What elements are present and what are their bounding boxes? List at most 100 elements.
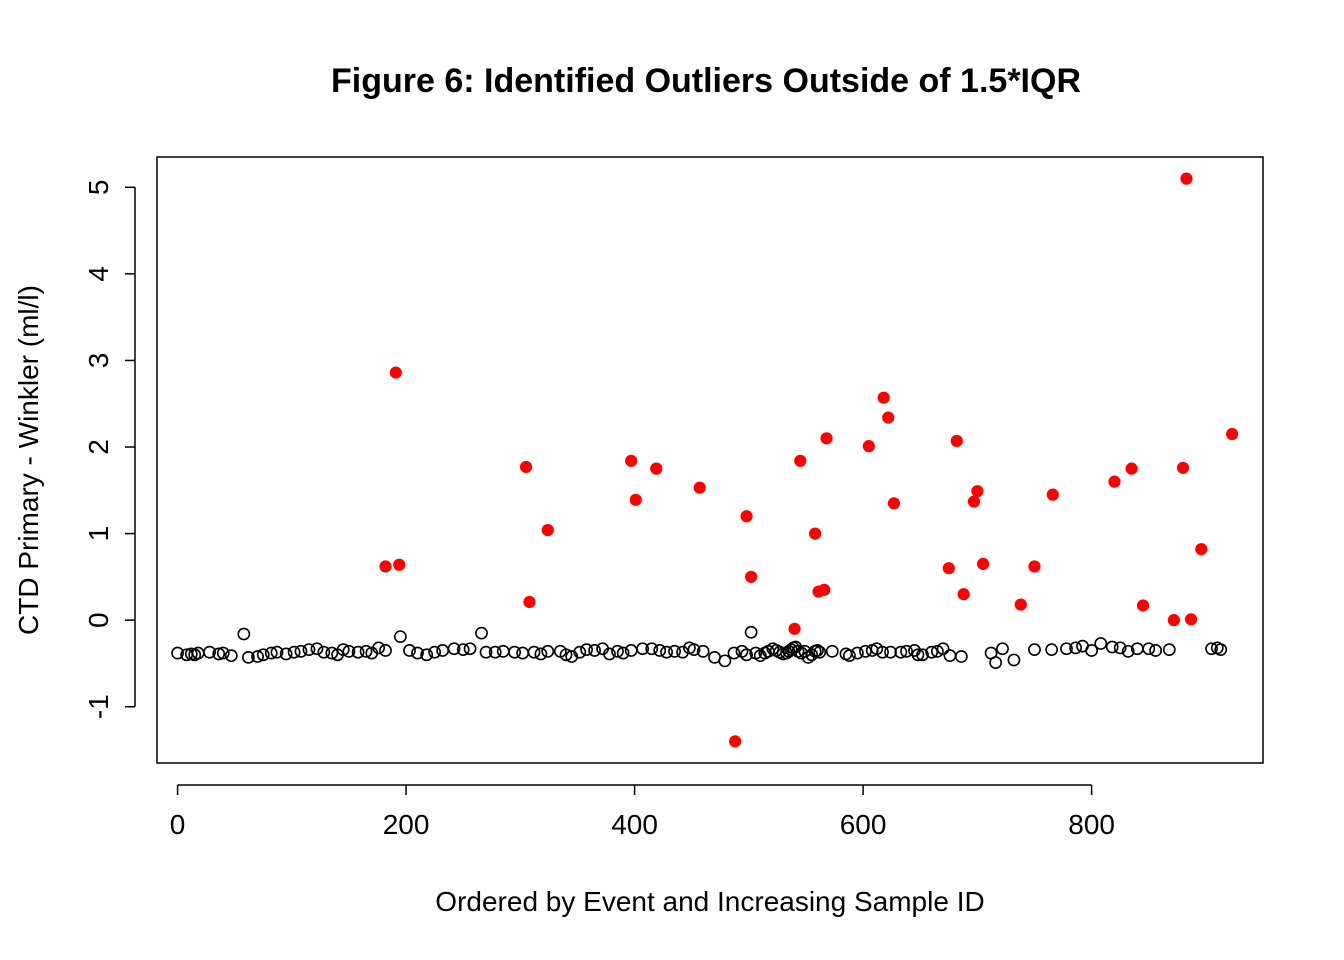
data-point	[270, 645, 284, 659]
data-point	[668, 644, 681, 658]
x-axis-label: Ordered by Event and Increasing Sample I…	[435, 886, 984, 917]
data-point	[900, 644, 913, 658]
data-point	[996, 642, 1009, 656]
data-point	[573, 645, 587, 659]
outlier-point	[942, 562, 955, 575]
data-point	[925, 645, 939, 659]
outlier-point	[523, 595, 536, 609]
x-tick-label: 400	[611, 809, 658, 840]
outlier-point	[820, 432, 833, 445]
data-point	[336, 643, 350, 656]
data-point	[447, 642, 461, 656]
outlier-point	[389, 366, 402, 379]
data-point	[496, 644, 510, 658]
data-point	[191, 646, 205, 660]
y-axis: -1 0 1 2 3 4 5	[83, 180, 136, 719]
data-point	[911, 648, 925, 662]
x-tick-label: 800	[1068, 809, 1115, 840]
y-tick-label: -1	[83, 694, 114, 719]
y-tick-label: 5	[83, 180, 114, 196]
outlier-point	[1136, 599, 1150, 612]
data-point	[463, 642, 477, 656]
x-axis: 0 200 400 600 800	[170, 784, 1115, 840]
data-point	[541, 644, 555, 658]
data-point	[488, 645, 502, 659]
data-point	[212, 647, 226, 661]
data-point	[842, 649, 856, 663]
data-point	[325, 646, 339, 660]
y-tick-label: 3	[83, 353, 114, 369]
data-point	[237, 627, 251, 641]
outlier-point	[1184, 613, 1198, 626]
data-point	[1113, 641, 1127, 655]
outlier-point	[794, 454, 807, 467]
data-point	[534, 647, 548, 661]
data-point	[1028, 643, 1041, 656]
outlier-point	[887, 497, 901, 510]
data-point	[1214, 643, 1228, 656]
outlier-point	[809, 527, 822, 540]
outlier-point	[650, 462, 663, 475]
outlier-point	[862, 440, 875, 453]
data-point	[660, 645, 673, 659]
data-point	[527, 645, 541, 659]
outlier-point	[393, 558, 406, 571]
outlier-point	[1125, 462, 1138, 475]
data-point	[811, 644, 824, 657]
data-point	[475, 626, 488, 640]
data-point	[1121, 644, 1135, 658]
outlier-point	[967, 495, 981, 508]
outlier-point	[693, 481, 706, 494]
x-tick-label: 200	[383, 809, 430, 840]
data-point	[876, 645, 889, 659]
data-point	[1045, 643, 1059, 656]
data-point	[936, 642, 950, 656]
data-point	[636, 642, 649, 656]
data-point	[740, 648, 753, 662]
data-point	[317, 645, 331, 659]
data-point	[1069, 641, 1083, 655]
plot-frame	[156, 156, 1264, 764]
data-point	[1060, 642, 1073, 656]
data-point	[456, 643, 470, 656]
data-point	[718, 654, 732, 668]
data-point	[203, 645, 216, 659]
outlier-point	[957, 588, 970, 601]
data-point	[393, 630, 407, 644]
data-point	[645, 642, 659, 656]
outlier-point	[882, 411, 895, 424]
data-point	[411, 646, 424, 660]
outlier-point	[1180, 172, 1193, 185]
x-tick-label: 600	[840, 809, 887, 840]
data-point	[696, 644, 710, 658]
data-point	[428, 645, 442, 659]
outlier-point	[818, 583, 831, 596]
data-point	[302, 643, 316, 656]
data-point	[894, 645, 908, 659]
data-point	[294, 644, 308, 658]
data-point	[379, 644, 392, 657]
data-point	[588, 644, 601, 657]
y-tick-label: 2	[83, 439, 114, 455]
data-point	[1142, 642, 1156, 656]
data-point	[310, 642, 324, 656]
data-point	[251, 650, 264, 663]
data-point	[216, 646, 230, 660]
data-point	[1085, 644, 1099, 657]
data-point	[930, 644, 944, 658]
data-point	[420, 648, 434, 662]
data-point	[884, 645, 897, 659]
outlier-point	[1014, 598, 1027, 611]
data-point	[1205, 642, 1218, 656]
data-points	[171, 172, 1239, 748]
y-tick-label: 0	[83, 612, 114, 628]
data-point	[224, 649, 238, 663]
outlier-point	[745, 570, 758, 583]
outlier-point	[379, 560, 392, 573]
outlier-point	[1028, 560, 1041, 573]
data-point	[559, 648, 573, 662]
outlier-point	[740, 510, 753, 523]
data-point	[403, 644, 416, 657]
x-tick-label: 0	[170, 809, 186, 840]
